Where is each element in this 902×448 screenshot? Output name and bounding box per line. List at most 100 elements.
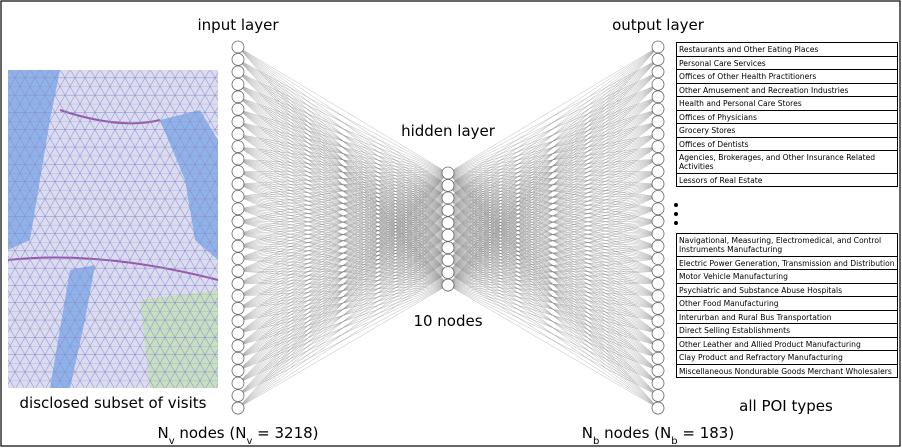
hidden-layer-label: hidden layer [401, 122, 496, 140]
node [652, 53, 664, 65]
node [442, 192, 454, 204]
figure: input layer output layer hidden layer 10… [0, 0, 902, 448]
node [652, 41, 664, 53]
node [652, 116, 664, 128]
poi-type: Offices of Dentists [677, 138, 897, 152]
node [442, 267, 454, 279]
node [652, 66, 664, 78]
node [232, 66, 244, 78]
node [232, 315, 244, 327]
node [232, 327, 244, 339]
label-part: = 3218) [252, 424, 318, 442]
edge [238, 273, 448, 408]
node [652, 178, 664, 190]
node [442, 229, 454, 241]
label-part: N [157, 424, 168, 442]
node [442, 217, 454, 229]
node [652, 253, 664, 265]
node [442, 279, 454, 291]
node [652, 327, 664, 339]
label-part: N [660, 424, 671, 442]
edge [448, 273, 658, 408]
poi-type: Psychiatric and Substance Abuse Hospital… [677, 284, 897, 298]
label-part: N [235, 424, 246, 442]
nodes [232, 41, 664, 414]
map [8, 70, 218, 388]
node [652, 141, 664, 153]
node [652, 215, 664, 227]
edge [238, 173, 448, 396]
poi-type: Interurban and Rural Bus Transportation [677, 311, 897, 325]
node [652, 265, 664, 277]
node [232, 290, 244, 302]
node [232, 166, 244, 178]
edge [448, 185, 658, 408]
node [442, 254, 454, 266]
poi-type: Clay Product and Refractory Manufacturin… [677, 351, 897, 365]
node [232, 253, 244, 265]
node [652, 377, 664, 389]
node [232, 352, 244, 364]
node [232, 265, 244, 277]
node [232, 116, 244, 128]
node [652, 190, 664, 202]
node [652, 128, 664, 140]
node [232, 390, 244, 402]
ellipsis [674, 203, 678, 225]
edge [448, 173, 658, 396]
node [652, 390, 664, 402]
output-layer-label: output layer [612, 16, 705, 34]
node [652, 103, 664, 115]
edge [238, 109, 448, 173]
poi-type: Electric Power Generation, Transmission … [677, 257, 897, 271]
node [652, 278, 664, 290]
node [652, 78, 664, 90]
node [652, 166, 664, 178]
node [232, 141, 244, 153]
poi-list-bottom: Navigational, Measuring, Electromedical,… [676, 233, 898, 378]
poi-type: Motor Vehicle Manufacturing [677, 270, 897, 284]
output-nodes-label: Nb nodes (Nb = 183) [582, 424, 734, 447]
poi-type: Agencies, Brokerages, and Other Insuranc… [677, 151, 897, 174]
label-part: = 183) [678, 424, 735, 442]
node [652, 352, 664, 364]
label-part: N [582, 424, 593, 442]
poi-type: Other Amusement and Recreation Industrie… [677, 84, 897, 98]
node [652, 340, 664, 352]
node [442, 242, 454, 254]
node [652, 315, 664, 327]
node [232, 302, 244, 314]
poi-type: Direct Selling Establishments [677, 324, 897, 338]
node [652, 290, 664, 302]
input-layer-label: input layer [198, 16, 280, 34]
input-nodes-label: Nv nodes (Nv = 3218) [157, 424, 318, 447]
node [232, 340, 244, 352]
poi-caption: all POI types [739, 397, 833, 415]
poi-type: Personal Care Services [677, 57, 897, 71]
node [232, 377, 244, 389]
node [232, 153, 244, 165]
node [232, 178, 244, 190]
edge [238, 185, 448, 408]
node [232, 278, 244, 290]
edge [448, 59, 658, 173]
poi-type: Other Food Manufacturing [677, 297, 897, 311]
edge [238, 59, 448, 173]
poi-list-top: Restaurants and Other Eating PlacesPerso… [676, 42, 898, 187]
node [232, 91, 244, 103]
node [652, 203, 664, 215]
node [232, 41, 244, 53]
node [232, 103, 244, 115]
node [232, 228, 244, 240]
poi-type: Other Leather and Allied Product Manufac… [677, 338, 897, 352]
node [652, 365, 664, 377]
poi-type: Restaurants and Other Eating Places [677, 43, 897, 57]
node [652, 302, 664, 314]
node [232, 53, 244, 65]
node [232, 215, 244, 227]
poi-type: Grocery Stores [677, 124, 897, 138]
node [652, 402, 664, 414]
node [652, 228, 664, 240]
node [652, 153, 664, 165]
node [232, 365, 244, 377]
